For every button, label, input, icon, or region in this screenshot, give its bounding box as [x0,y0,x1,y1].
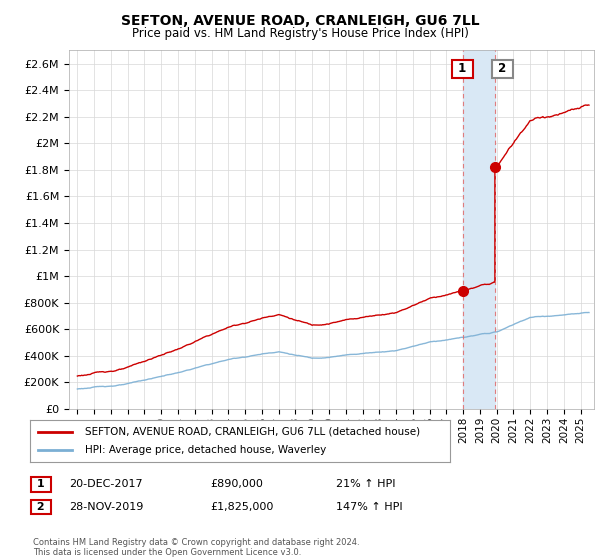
Text: HPI: Average price, detached house, Waverley: HPI: Average price, detached house, Wave… [85,445,326,455]
Text: Price paid vs. HM Land Registry's House Price Index (HPI): Price paid vs. HM Land Registry's House … [131,27,469,40]
Text: 28-NOV-2019: 28-NOV-2019 [69,502,143,512]
Text: £1,825,000: £1,825,000 [210,502,274,512]
Text: £890,000: £890,000 [210,479,263,489]
Text: 2: 2 [33,502,49,512]
Text: Contains HM Land Registry data © Crown copyright and database right 2024.
This d: Contains HM Land Registry data © Crown c… [33,538,359,557]
Text: 20-DEC-2017: 20-DEC-2017 [69,479,143,489]
Text: 1: 1 [33,479,49,489]
Bar [463,50,496,409]
Text: 21% ↑ HPI: 21% ↑ HPI [336,479,395,489]
Text: SEFTON, AVENUE ROAD, CRANLEIGH, GU6 7LL (detached house): SEFTON, AVENUE ROAD, CRANLEIGH, GU6 7LL … [85,427,420,437]
Text: 2: 2 [494,63,510,76]
Text: 147% ↑ HPI: 147% ↑ HPI [336,502,403,512]
Text: 1: 1 [454,63,471,76]
Text: SEFTON, AVENUE ROAD, CRANLEIGH, GU6 7LL: SEFTON, AVENUE ROAD, CRANLEIGH, GU6 7LL [121,14,479,28]
